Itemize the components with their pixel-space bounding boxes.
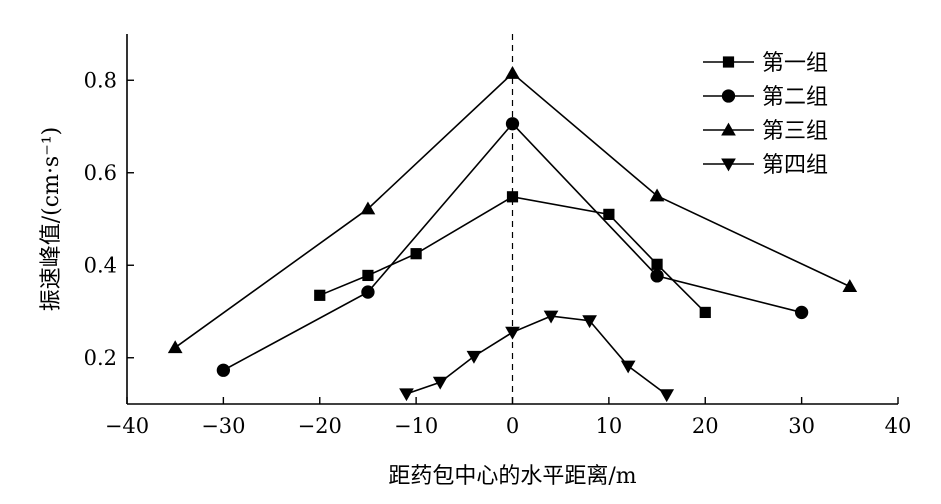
- x-tick-label: −10: [394, 414, 438, 438]
- x-tick-label: 0: [506, 414, 519, 438]
- axes: −40 −30 −20 −10 0 10 20 30 40 0.2 0.4 0.6 0.8: [84, 34, 912, 438]
- legend-label: 第三组: [762, 119, 828, 144]
- data-point: [399, 388, 414, 402]
- legend-item: 第一组: [703, 51, 828, 76]
- data-point: [699, 306, 711, 319]
- series-4: [399, 310, 675, 403]
- x-tick-label: −20: [298, 414, 342, 438]
- data-point: [649, 188, 665, 202]
- data-point: [543, 310, 559, 324]
- series-1: [314, 191, 711, 319]
- y-tick-label: 0.2: [84, 346, 117, 370]
- data-point: [620, 360, 636, 374]
- data-point: [216, 363, 231, 377]
- data-point: [505, 326, 520, 340]
- legend-label: 第四组: [762, 153, 828, 178]
- x-tick-label: −40: [105, 414, 149, 438]
- data-point: [650, 269, 664, 283]
- y-tick-label: 0.4: [84, 253, 117, 277]
- x-tick-label: −30: [201, 414, 245, 438]
- legend-marker: [721, 89, 736, 103]
- legend-marker: [721, 122, 736, 136]
- y-axis-title: 振速峰值/(cm·s⁻¹): [39, 127, 64, 311]
- x-tick-label: 40: [885, 414, 912, 438]
- data-point: [603, 208, 615, 220]
- data-point: [361, 285, 375, 299]
- data-point: [466, 350, 482, 364]
- legend-item: 第四组: [703, 153, 828, 178]
- data-point: [314, 289, 326, 301]
- data-point: [360, 201, 376, 215]
- data-point: [432, 376, 448, 390]
- legend-item: 第三组: [703, 119, 828, 144]
- x-tick-label: 30: [788, 414, 815, 438]
- x-tick-label: 10: [596, 414, 623, 438]
- legend-label: 第一组: [762, 51, 828, 76]
- data-point: [582, 315, 597, 329]
- legend-marker: [721, 158, 736, 172]
- data-point: [651, 258, 663, 270]
- data-point: [362, 269, 374, 282]
- x-axis-title: 距药包中心的水平距离/m: [388, 464, 636, 489]
- data-point: [659, 389, 675, 403]
- data-point: [505, 117, 520, 131]
- plot-area: [167, 65, 858, 403]
- y-tick-label: 0.6: [84, 161, 117, 185]
- data-point: [167, 340, 183, 354]
- legend-marker: [722, 56, 735, 68]
- series-line: [406, 315, 668, 396]
- data-point: [842, 279, 858, 293]
- data-point: [505, 65, 520, 79]
- series-3: [167, 65, 858, 354]
- legend-item: 第二组: [703, 85, 828, 110]
- data-point: [506, 191, 519, 203]
- x-tick-label: 20: [692, 414, 719, 438]
- data-point: [410, 248, 422, 260]
- data-point: [794, 305, 809, 320]
- series-2: [216, 117, 809, 377]
- legend-label: 第二组: [762, 85, 828, 110]
- y-tick-label: 0.8: [84, 68, 117, 92]
